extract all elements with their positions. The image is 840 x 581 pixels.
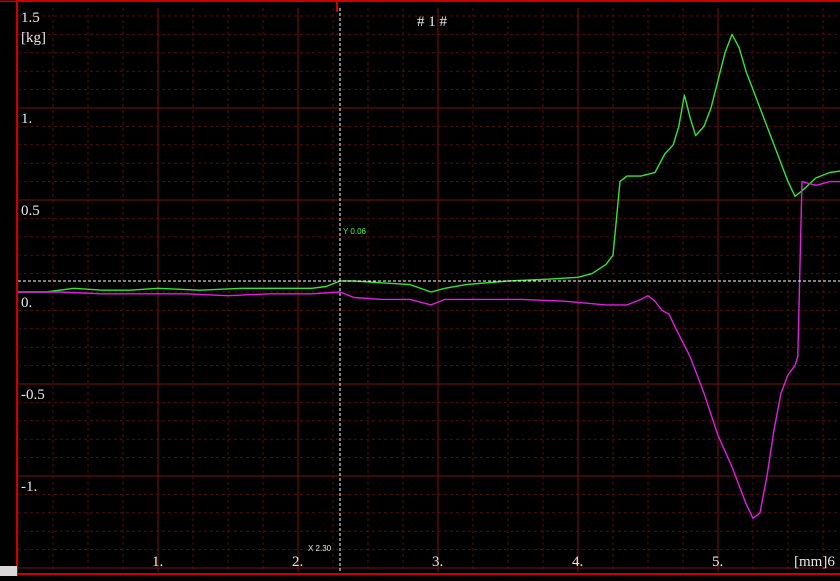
y-tick-label: -0.5	[21, 387, 45, 403]
y-axis-unit-label: [kg]	[21, 30, 46, 46]
cursor[interactable]: Y 0.06 X 2.30	[18, 8, 840, 572]
y-tick-label: 0.	[21, 295, 32, 311]
y-tick-label: 1.	[21, 111, 32, 127]
corner-block	[0, 566, 17, 576]
x-tick-label: 3.	[432, 554, 443, 570]
x-axis-unit-label: [mm]6	[794, 554, 835, 570]
series-layer	[18, 33, 840, 519]
x-tick-label: 5.	[712, 554, 723, 570]
y-tick-label: -1.	[21, 479, 37, 495]
x-tick-label: 1.	[152, 554, 163, 570]
x-tick-label: 4.	[572, 554, 583, 570]
series-line-1	[18, 33, 840, 293]
major-grid	[18, 8, 840, 572]
tick-labels: 1. 0.5 0. -0.5 -1. 1. 2. 3. 4. 5.	[21, 111, 723, 570]
y-tick-label: 0.5	[21, 203, 40, 219]
chart-title: # 1 #	[417, 14, 448, 30]
axis-labels: # 1 # 1.5 [kg] [mm]6	[21, 10, 835, 570]
series-line-2	[18, 180, 840, 519]
cursor-x-readout: X 2.30	[308, 544, 332, 553]
y-axis-top-value: 1.5	[21, 10, 40, 26]
cursor-y-readout: Y 0.06	[343, 227, 367, 236]
x-tick-label: 2.	[292, 554, 303, 570]
